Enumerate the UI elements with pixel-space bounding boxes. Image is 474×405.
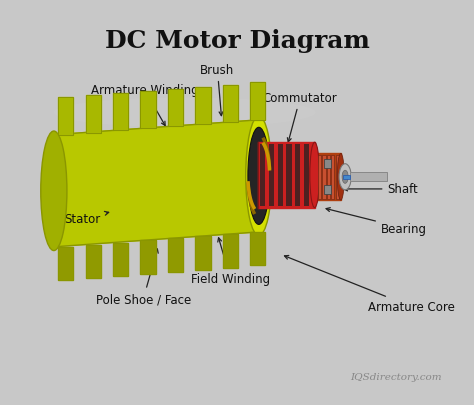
Polygon shape [86,96,101,133]
Bar [304,145,309,206]
Polygon shape [258,143,315,208]
Ellipse shape [339,164,351,190]
Polygon shape [140,241,155,274]
Polygon shape [113,243,128,277]
Ellipse shape [342,171,348,184]
Bar [324,160,331,169]
Bar [349,173,387,182]
Polygon shape [195,237,210,270]
Text: Stator: Stator [65,212,109,226]
Text: DC Motor Diagram: DC Motor Diagram [105,29,369,53]
Polygon shape [140,92,155,129]
Polygon shape [86,245,101,279]
Text: Armature Core: Armature Core [284,256,455,313]
Polygon shape [168,90,183,127]
Ellipse shape [41,132,67,251]
Bar [336,155,338,200]
Text: IQSdirectory.com: IQSdirectory.com [350,372,442,382]
Ellipse shape [246,117,272,236]
Ellipse shape [310,143,319,208]
Bar [324,186,331,195]
Bar [286,145,292,206]
Bar [327,155,330,200]
Text: Bearing: Bearing [326,208,427,235]
Text: Pole Shoe / Face: Pole Shoe / Face [96,249,191,306]
Polygon shape [58,98,73,135]
Text: Field Winding: Field Winding [191,238,270,286]
Polygon shape [317,154,341,200]
Ellipse shape [337,154,344,200]
Bar [331,155,334,200]
Polygon shape [54,121,259,247]
Polygon shape [58,247,73,281]
Bar [278,145,283,206]
Bar [295,145,300,206]
Bar [322,155,326,200]
Text: Commutator: Commutator [263,92,337,143]
Polygon shape [250,83,265,121]
Text: Shaft: Shaft [344,183,418,196]
Ellipse shape [248,128,270,225]
Ellipse shape [54,98,316,128]
Polygon shape [195,87,210,125]
Bar [260,145,265,206]
Polygon shape [223,234,238,268]
Text: Brush: Brush [200,64,235,116]
Polygon shape [223,85,238,123]
Polygon shape [113,94,128,131]
Text: Armature Winding: Armature Winding [91,84,199,126]
Bar [318,155,321,200]
Polygon shape [250,232,265,266]
Bar [343,175,350,179]
Polygon shape [168,239,183,272]
Bar [269,145,274,206]
